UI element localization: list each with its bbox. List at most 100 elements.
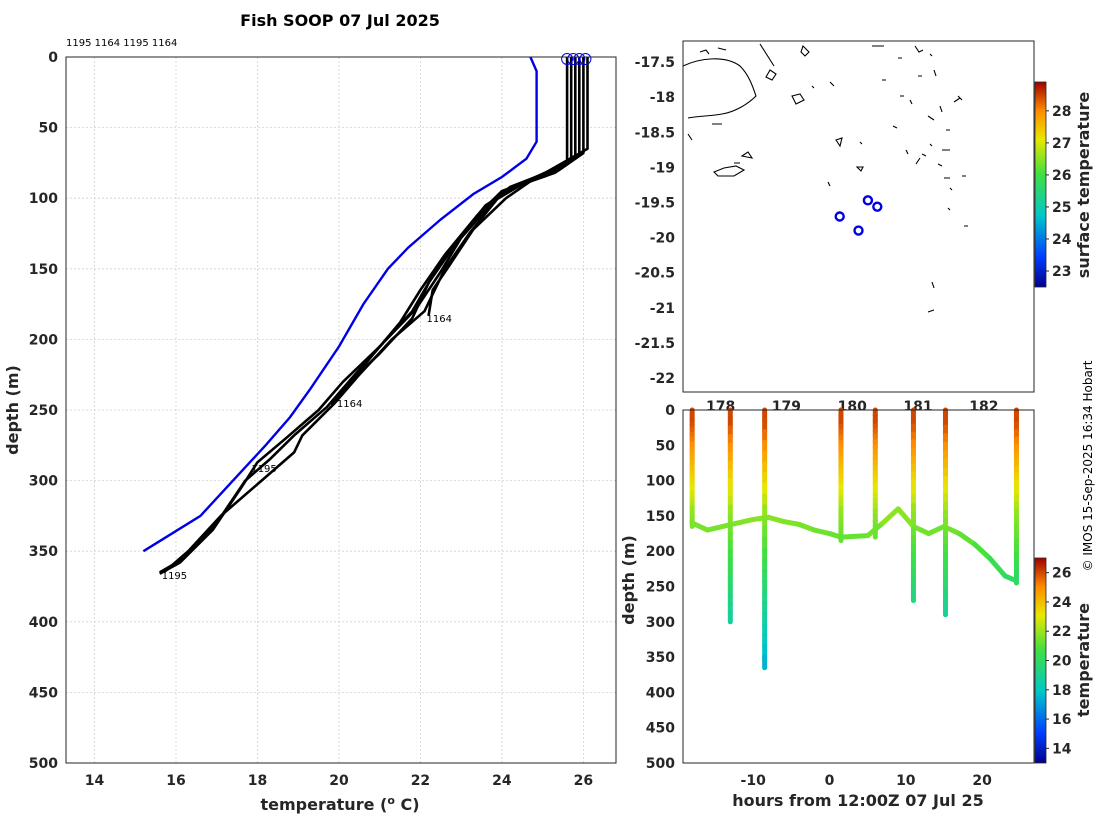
section-y-tick-label: 50 [656,438,676,454]
map-y-tick-label: -20 [650,231,676,247]
y-tick-label: 450 [29,685,58,701]
colorbar-tick-label: 16 [1052,712,1071,728]
map-y-tick-label: -21 [650,301,675,317]
y-tick-label: 500 [29,756,58,772]
thermocline-segment [735,516,756,526]
surface-marker [561,53,574,65]
section-y-tick-label: 0 [665,403,675,419]
profile-annotation: 1195 [162,571,187,582]
x-tick-label: 24 [492,773,512,789]
map-coastlines [682,43,968,313]
thermocline-segment [781,519,802,527]
colorbar-tick-label: 24 [1052,595,1072,611]
map-y-tick-label: -18 [650,90,675,106]
colorbar-tick-label: 26 [1052,566,1071,582]
station-marker [853,225,864,236]
thermocline-segment [880,506,901,526]
colorbar-tick-label: 28 [1052,104,1071,120]
x-tick-label: 16 [166,773,185,789]
thermocline-segment [910,523,932,537]
temperature-colorbar [1034,557,1047,764]
top-id-labels: 1195 1164 1195 1164 [66,38,177,49]
station-marker [834,211,845,222]
section-y-tick-label: 200 [646,544,675,560]
section-x-axis-label: hours from 12:00Z 07 Jul 25 [732,791,983,810]
section-x-tick-label: 20 [972,773,992,789]
x-tick-label: 26 [574,773,593,789]
profile-annotation: 1195 [251,464,276,475]
section-axes-frame [682,409,1035,764]
map-y-tick-label: -19.5 [635,195,675,211]
section-y-tick-label: 400 [646,685,675,701]
thermocline-segment [926,523,947,537]
y-tick-label: 200 [29,332,58,348]
y-tick-label: 350 [29,544,58,560]
x-axis-label: temperature (o C) [260,794,419,814]
section-y-tick-label: 300 [646,615,675,631]
profile-plot: 1164 1164 1195 1195 14 16 18 20 22 24 26 0 50 100 150… [3,11,617,814]
section-y-tick-label: 150 [646,509,675,525]
colorbar-tick-label: 22 [1052,624,1071,640]
chart-title: Fish SOOP 07 Jul 2025 [240,11,440,30]
surface-temperature-colorbar [1034,81,1047,288]
section-y-tick-label: 250 [646,580,675,596]
station-marker [872,201,883,212]
x-tick-label: 22 [411,773,430,789]
colorbar-tick-label: 18 [1052,683,1071,699]
thermocline-segment [765,514,787,525]
map-y-tick-label: -18.5 [635,125,675,141]
profile-annotation: 1164 [337,399,362,410]
profile-series: 1164 1164 1195 1195 [142,53,592,582]
colorbar-tick-label: 20 [1052,654,1072,670]
top-ids-text: 1195 1164 1195 1164 [66,38,177,49]
section-y-tick-label: 450 [646,721,675,737]
x-tick-label: 20 [329,773,349,789]
thermocline-segment [704,523,726,533]
surface-marker [579,53,592,65]
thermocline-segment [811,527,833,537]
surface-colorbar-label: surface temperature [1074,92,1093,279]
section-y-axis-label: depth (m) [619,535,638,625]
y-tick-label: 250 [29,403,58,419]
profile-grid [66,56,616,764]
surface-marker [573,53,586,65]
section-x-tick-label: 10 [896,773,916,789]
thermocline-segment [689,520,710,533]
surface-marker [567,53,580,65]
y-tick-label: 150 [29,262,58,278]
colorbar-tick-label: 25 [1052,200,1071,216]
profile-annotation: 1164 [427,314,452,325]
y-axis-label: depth (m) [3,365,22,455]
map-stations [834,195,883,236]
section-y-tick-label: 350 [646,650,675,666]
station-marker [862,195,874,206]
section-y-tick-label: 500 [646,756,675,772]
thermocline-segment [838,533,871,540]
map-y-tick-label: -21.5 [635,336,675,352]
climatology-line [142,56,538,553]
profile-line-1164-a [427,57,585,316]
colorbar-tick-label: 24 [1052,232,1072,248]
section-x-tick-label: 0 [825,773,835,789]
colorbar-tick-label: 27 [1052,136,1071,152]
x-tick-label: 14 [85,773,105,789]
map-y-tick-label: -22 [650,371,675,387]
section-series [689,407,1019,671]
map-axes-frame [682,40,1035,393]
thermocline-segment [796,521,817,533]
section-x-tick-label: -10 [741,773,767,789]
y-tick-label: 300 [29,474,58,490]
surface-colorbar-ticks: 23 24 25 26 27 28 [1046,104,1072,280]
temperature-colorbar-ticks: 14 16 18 20 22 24 26 [1046,566,1072,757]
colorbar-tick-label: 23 [1052,264,1071,280]
colorbar-tick-label: 26 [1052,168,1071,184]
y-tick-label: 100 [29,191,58,207]
y-tick-label: 50 [39,121,59,137]
section-y-tick-label: 100 [646,474,675,490]
y-tick-label: 400 [29,615,58,631]
map-y-tick-label: -19 [650,160,675,176]
map-y-tick-label: -17.5 [635,55,675,71]
